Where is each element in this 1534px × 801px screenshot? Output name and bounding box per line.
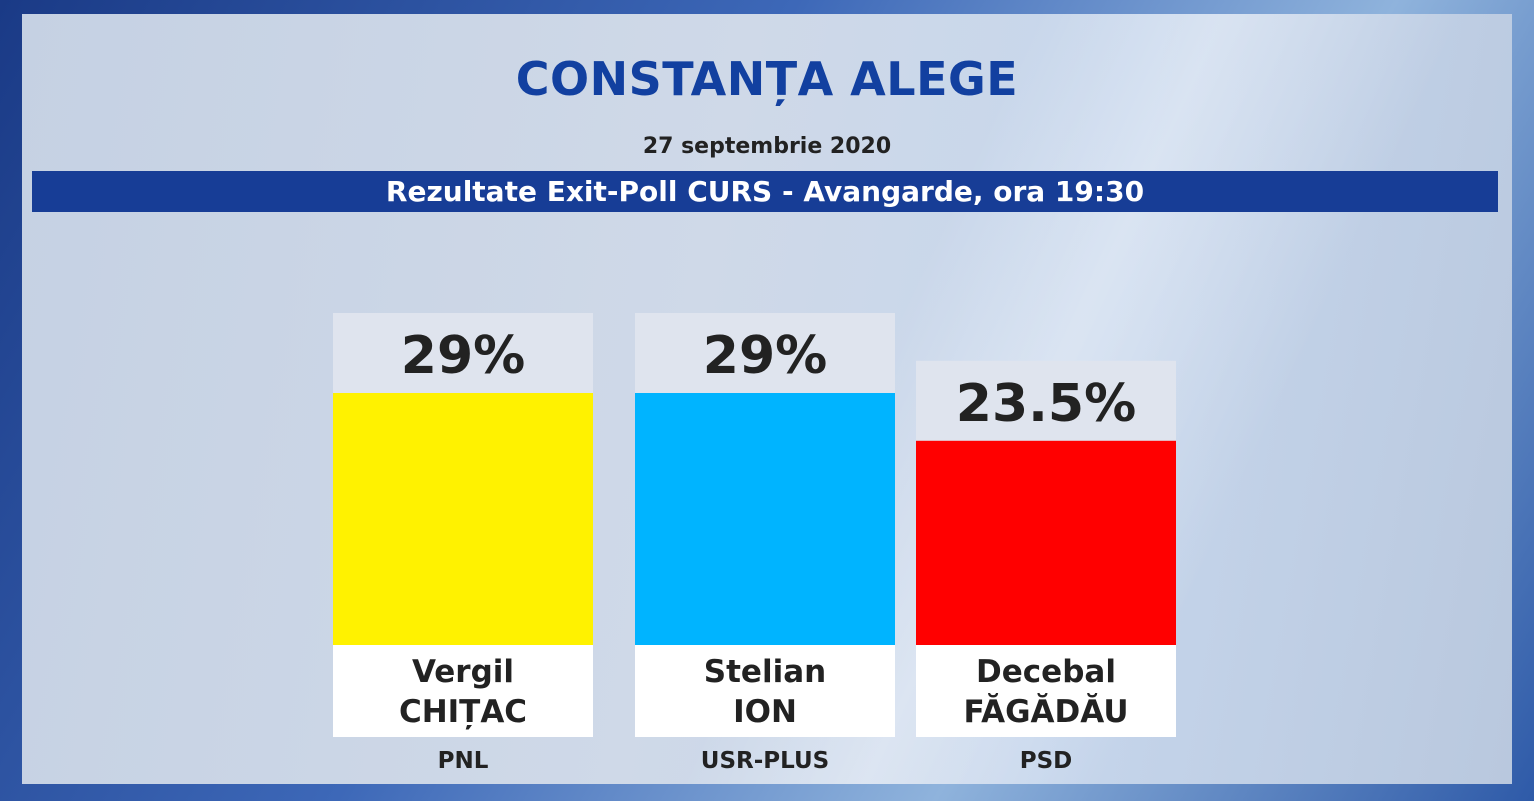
candidate-name-box <box>635 645 895 737</box>
bar-value-label: 29% <box>703 326 827 386</box>
candidate-name-box <box>333 645 593 737</box>
value-label-box <box>635 313 895 393</box>
value-label-box <box>916 360 1176 441</box>
party-label: PSD <box>1020 748 1073 774</box>
candidate-first-name: Decebal <box>976 654 1116 690</box>
bar-value-label: 29% <box>401 326 525 386</box>
bar-value-label: 23.5% <box>956 374 1136 434</box>
bar <box>333 393 593 645</box>
page-title: CONSTANȚA ALEGE <box>515 52 1019 106</box>
candidate-last-name: ION <box>733 694 797 730</box>
bar <box>916 440 1176 645</box>
candidate-last-name: FĂGĂDĂU <box>964 693 1129 730</box>
value-label-box <box>333 313 593 393</box>
candidate-name-box <box>916 645 1176 737</box>
party-label: PNL <box>438 748 489 774</box>
candidate-first-name: Stelian <box>704 654 826 690</box>
bar <box>635 393 895 645</box>
date-label: 27 septembrie 2020 <box>642 134 892 159</box>
results-banner: Rezultate Exit-Poll CURS - Avangarde, or… <box>32 171 1498 212</box>
candidate-first-name: Vergil <box>412 654 514 690</box>
candidate-last-name: CHIȚAC <box>399 694 527 730</box>
party-label: USR-PLUS <box>701 748 829 774</box>
